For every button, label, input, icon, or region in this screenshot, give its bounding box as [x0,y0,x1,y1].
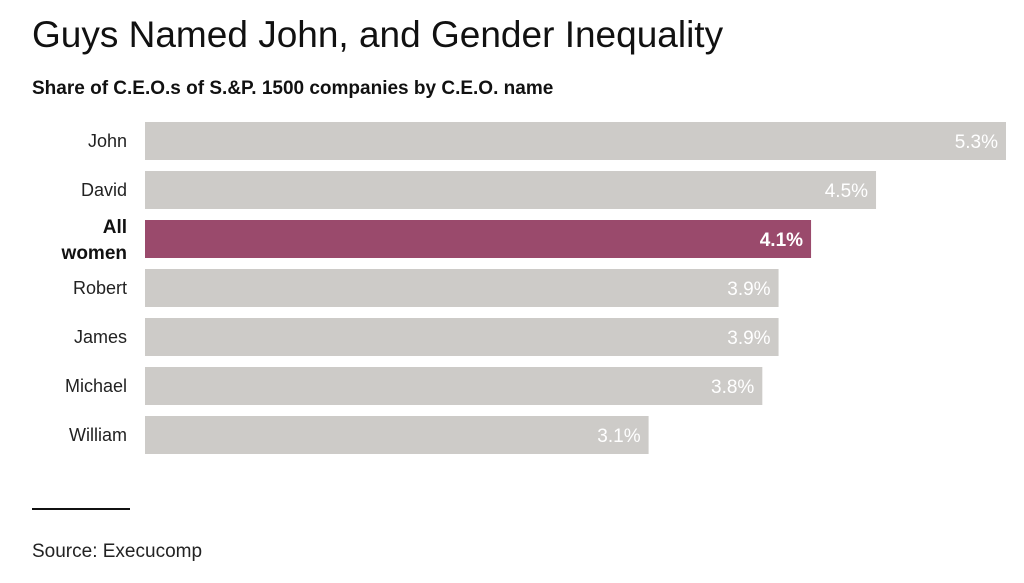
bar-william [145,416,649,454]
bar-john [145,122,1006,160]
bar-value-label-william: 3.1% [597,426,640,447]
category-label-john: John [88,131,127,151]
category-label-michael: Michael [65,376,127,396]
bar-value-label-all-women: 4.1% [760,230,803,251]
chart-subtitle: Share of C.E.O.s of S.&P. 1500 companies… [32,78,554,99]
bar-value-label-michael: 3.8% [711,377,754,398]
source-note: Source: Execucomp [32,541,203,562]
source-divider [32,508,130,510]
bar-value-label-david: 4.5% [825,181,868,202]
bar-david [145,171,877,209]
category-label-william: William [69,425,127,445]
category-label-james: James [74,327,127,347]
bar-michael [145,367,763,405]
bar-robert [145,269,779,307]
bar-all-women [145,220,812,258]
bar-james [145,318,779,356]
chart-title: Guys Named John, and Gender Inequality [32,14,724,55]
category-label-robert: Robert [73,278,127,298]
bar-value-label-james: 3.9% [727,328,770,349]
bar-value-label-john: 5.3% [955,132,998,153]
bar-value-label-robert: 3.9% [727,279,770,300]
category-label-david: David [81,180,127,200]
category-label-all-women: All women [61,217,127,264]
